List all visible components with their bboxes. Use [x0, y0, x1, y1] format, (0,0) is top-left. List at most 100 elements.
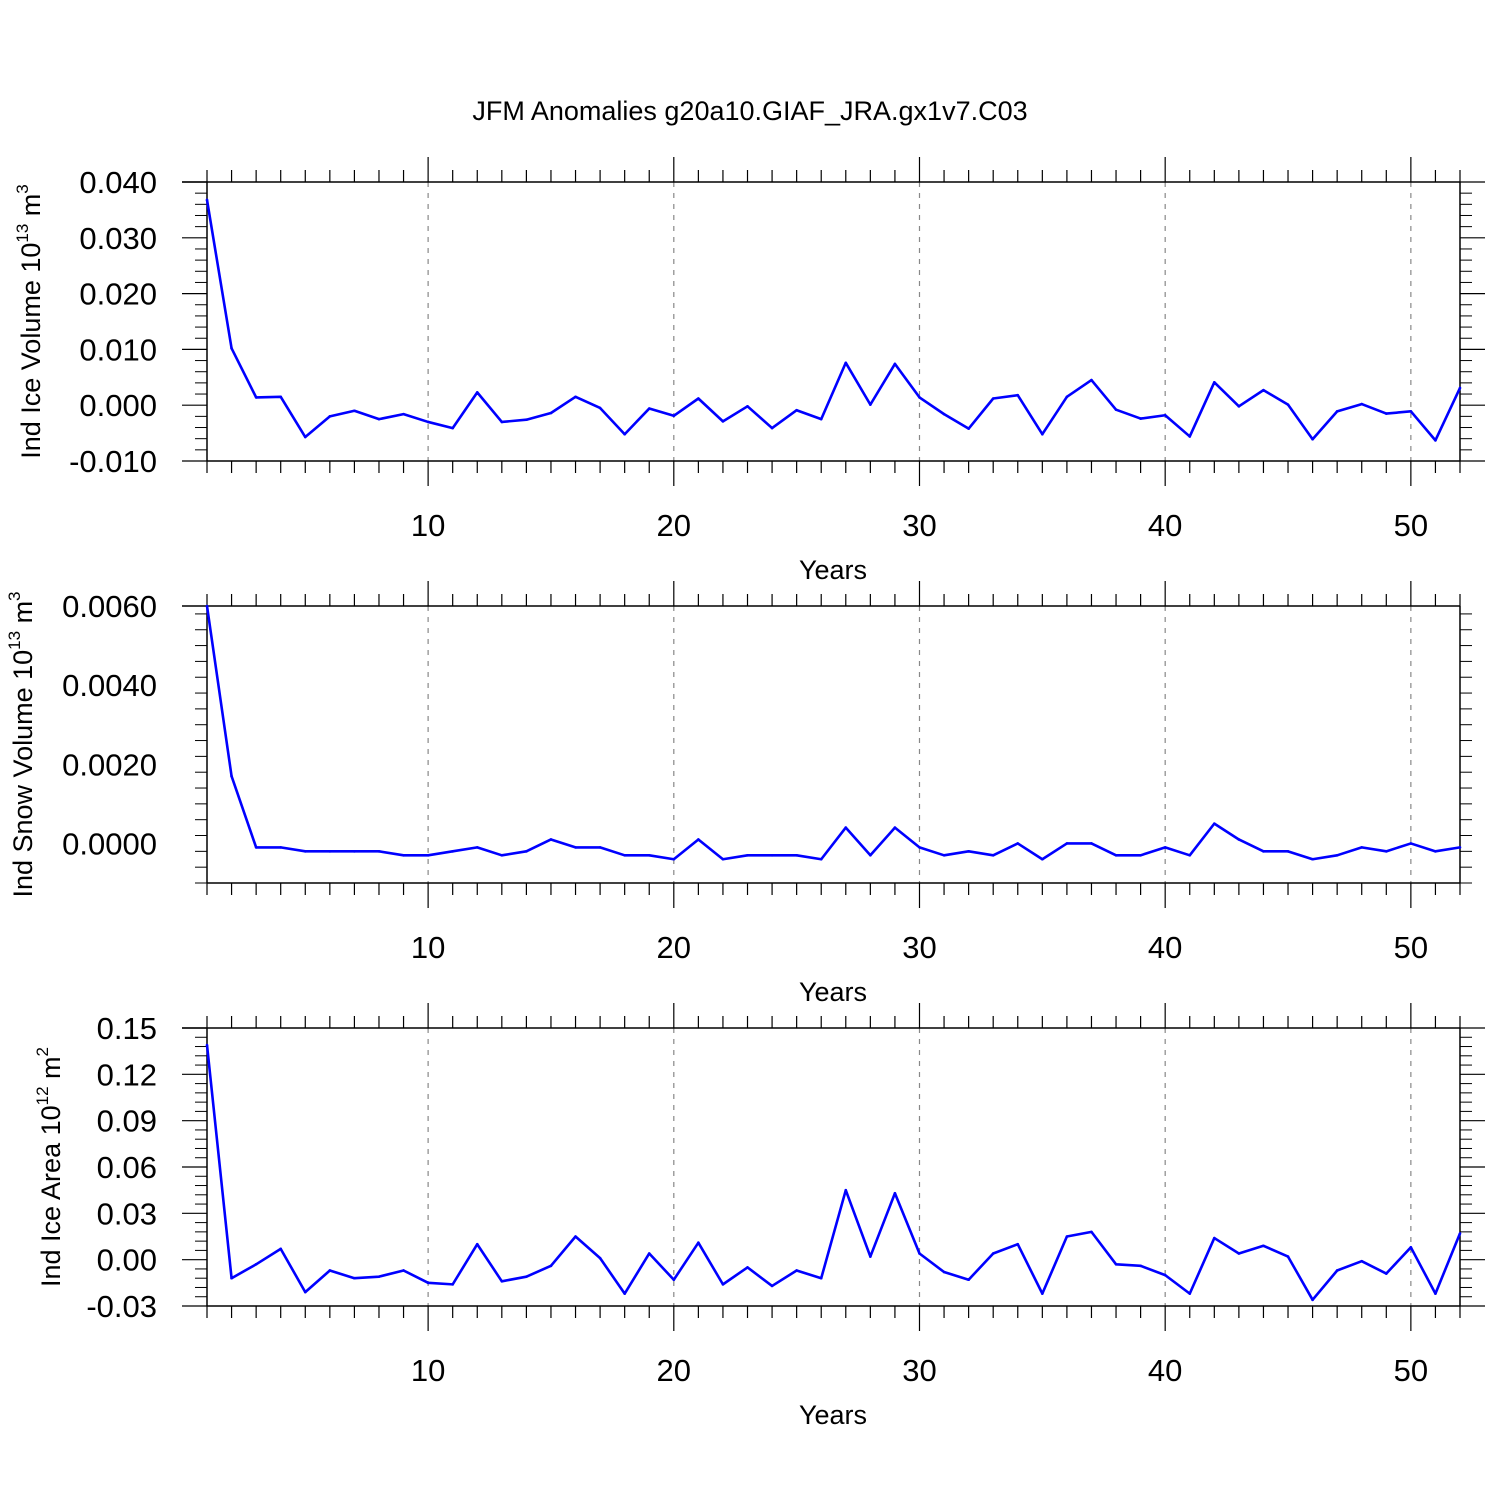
data-point [500, 854, 504, 857]
data-point [1090, 378, 1093, 382]
data-point [869, 403, 872, 406]
data-point [1286, 403, 1290, 406]
data-point [1262, 1244, 1265, 1248]
y-tick-label: 0.03 [97, 1196, 157, 1231]
data-point [918, 846, 921, 849]
data-point [205, 198, 209, 202]
data-point [230, 346, 233, 350]
data-point [598, 406, 602, 410]
data-point [1458, 1232, 1462, 1235]
data-point [377, 850, 381, 853]
x-tick-label: 10 [411, 930, 445, 965]
data-point [672, 857, 676, 861]
data-point [770, 854, 774, 857]
data-point [426, 854, 430, 857]
data-point [1384, 412, 1388, 415]
data-point [869, 854, 872, 857]
y-tick-label: 0.000 [79, 388, 157, 423]
data-point [1335, 410, 1339, 413]
y-tick-label: 0.010 [79, 332, 157, 367]
data-point [1016, 842, 1020, 845]
data-point [598, 846, 602, 849]
data-point [1163, 413, 1167, 417]
y-tick-label: 0.09 [97, 1104, 157, 1139]
data-point [574, 1235, 577, 1238]
data-point [303, 435, 307, 439]
y-tick-label: 0.0060 [62, 589, 157, 624]
data-point [795, 408, 798, 412]
y-tick-label: -0.03 [86, 1289, 157, 1324]
data-point [377, 417, 381, 421]
data-point [721, 857, 725, 861]
data-point [205, 1043, 209, 1047]
data-point [549, 1264, 553, 1268]
data-point [1311, 437, 1314, 441]
data-point [1163, 846, 1167, 849]
y-tick-label: -0.010 [69, 444, 157, 479]
data-point [647, 1252, 651, 1255]
data-point [1041, 1292, 1044, 1295]
data-point [254, 846, 258, 849]
data-point [1384, 850, 1388, 853]
y-tick-label: 0.00 [97, 1243, 157, 1278]
data-point [746, 1266, 749, 1269]
data-point [402, 854, 405, 857]
y-tick-label: 0.0000 [62, 826, 157, 861]
data-point [1458, 386, 1462, 390]
data-point [1262, 388, 1265, 392]
data-point [746, 854, 749, 857]
data-point [991, 397, 995, 400]
data-point [205, 604, 209, 608]
data-point [1188, 854, 1192, 857]
data-point [697, 397, 700, 400]
data-point [844, 361, 848, 365]
data-point [672, 414, 676, 418]
data-point [1041, 857, 1044, 861]
data-point [1237, 838, 1241, 841]
data-point [942, 1270, 946, 1274]
data-point [721, 1283, 725, 1286]
data-point [1311, 1298, 1314, 1302]
y-axis-label: Ind Snow Volume 1013 m3 [5, 591, 38, 897]
data-point [770, 1284, 774, 1288]
data-point [1114, 1263, 1118, 1266]
data-point [967, 1278, 970, 1282]
data-point [893, 1191, 897, 1195]
data-point [770, 426, 774, 430]
data-point [1065, 842, 1069, 845]
data-point [377, 1275, 381, 1278]
y-axis-label: Ind Ice Volume 1013 m3 [13, 184, 46, 459]
data-point [672, 1278, 676, 1282]
y-tick-label: 0.020 [79, 277, 157, 312]
data-point [500, 420, 504, 424]
data-point [279, 846, 283, 849]
x-tick-label: 40 [1148, 1353, 1182, 1388]
x-tick-label: 20 [657, 1353, 691, 1388]
data-point [1188, 1292, 1192, 1295]
x-tick-label: 50 [1394, 1353, 1428, 1388]
data-point [230, 774, 233, 778]
data-point [746, 405, 749, 408]
data-point [1335, 1269, 1339, 1272]
x-tick-label: 40 [1148, 930, 1182, 965]
x-tick-label: 10 [411, 1353, 445, 1388]
data-point [844, 826, 848, 829]
data-point [500, 1279, 504, 1283]
data-point [1016, 1242, 1020, 1246]
data-point [1090, 842, 1093, 845]
data-point [1139, 1264, 1142, 1268]
data-point [1409, 842, 1413, 845]
data-point [1458, 846, 1462, 849]
data-point [1335, 854, 1339, 857]
data-point [623, 854, 626, 857]
y-tick-label: 0.030 [79, 221, 157, 256]
x-tick-label: 20 [657, 930, 691, 965]
data-point [1409, 1246, 1413, 1249]
data-point [303, 850, 307, 853]
data-point [1090, 1230, 1093, 1234]
data-point [279, 1247, 283, 1251]
y-tick-label: 0.06 [97, 1150, 157, 1185]
panel-snow-volume: 0.0000 0.0020 0.0040 0.0060 10 20 30 40 50 Years I… [5, 581, 1472, 1007]
x-axis-label: Years [799, 977, 867, 1007]
y-tick-label: 0.040 [79, 165, 157, 200]
